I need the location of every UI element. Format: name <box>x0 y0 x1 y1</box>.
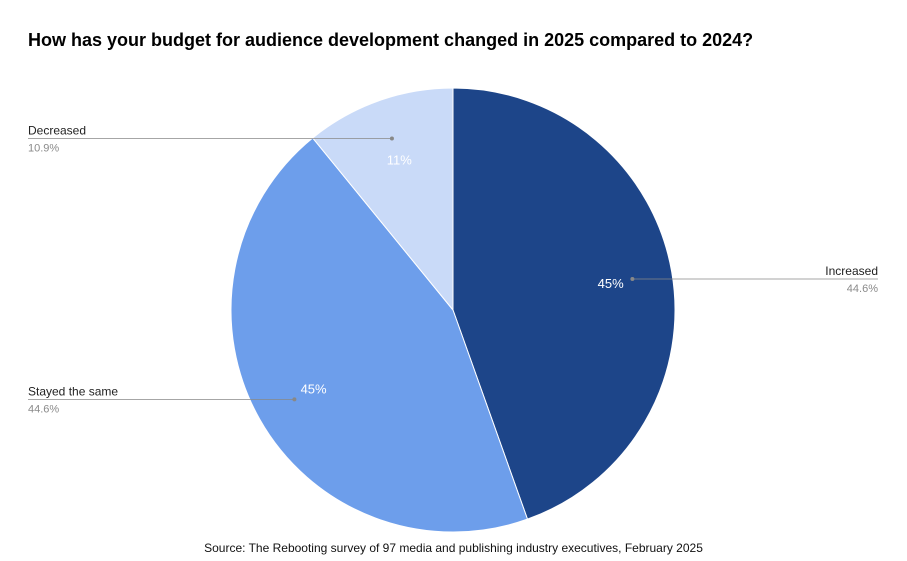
callout-dot-increased <box>630 277 635 282</box>
callout-value-stayed-the-same: 44.6% <box>28 403 59 415</box>
pie-slice-stayed-the-same <box>230 137 529 533</box>
pie-slice-decreased <box>311 87 454 312</box>
callout-name-stayed-the-same: Stayed the same <box>28 384 118 398</box>
callout-name-increased: Increased <box>825 264 878 278</box>
slice-label-decreased: 11% <box>387 152 412 167</box>
source-note: Source: The Rebooting survey of 97 media… <box>204 541 703 555</box>
callout-name-decreased: Decreased <box>28 124 86 138</box>
callout-value-increased: 44.6% <box>847 283 878 295</box>
callout-dot-decreased <box>389 136 394 141</box>
slice-label-increased: 45% <box>598 276 624 291</box>
pie-slice-increased <box>452 87 676 520</box>
slice-label-stayed-the-same: 45% <box>301 382 327 397</box>
chart-title: How has your budget for audience develop… <box>28 30 754 50</box>
callout-value-decreased: 10.9% <box>28 143 59 155</box>
callout-dot-stayed-the-same <box>292 397 297 402</box>
